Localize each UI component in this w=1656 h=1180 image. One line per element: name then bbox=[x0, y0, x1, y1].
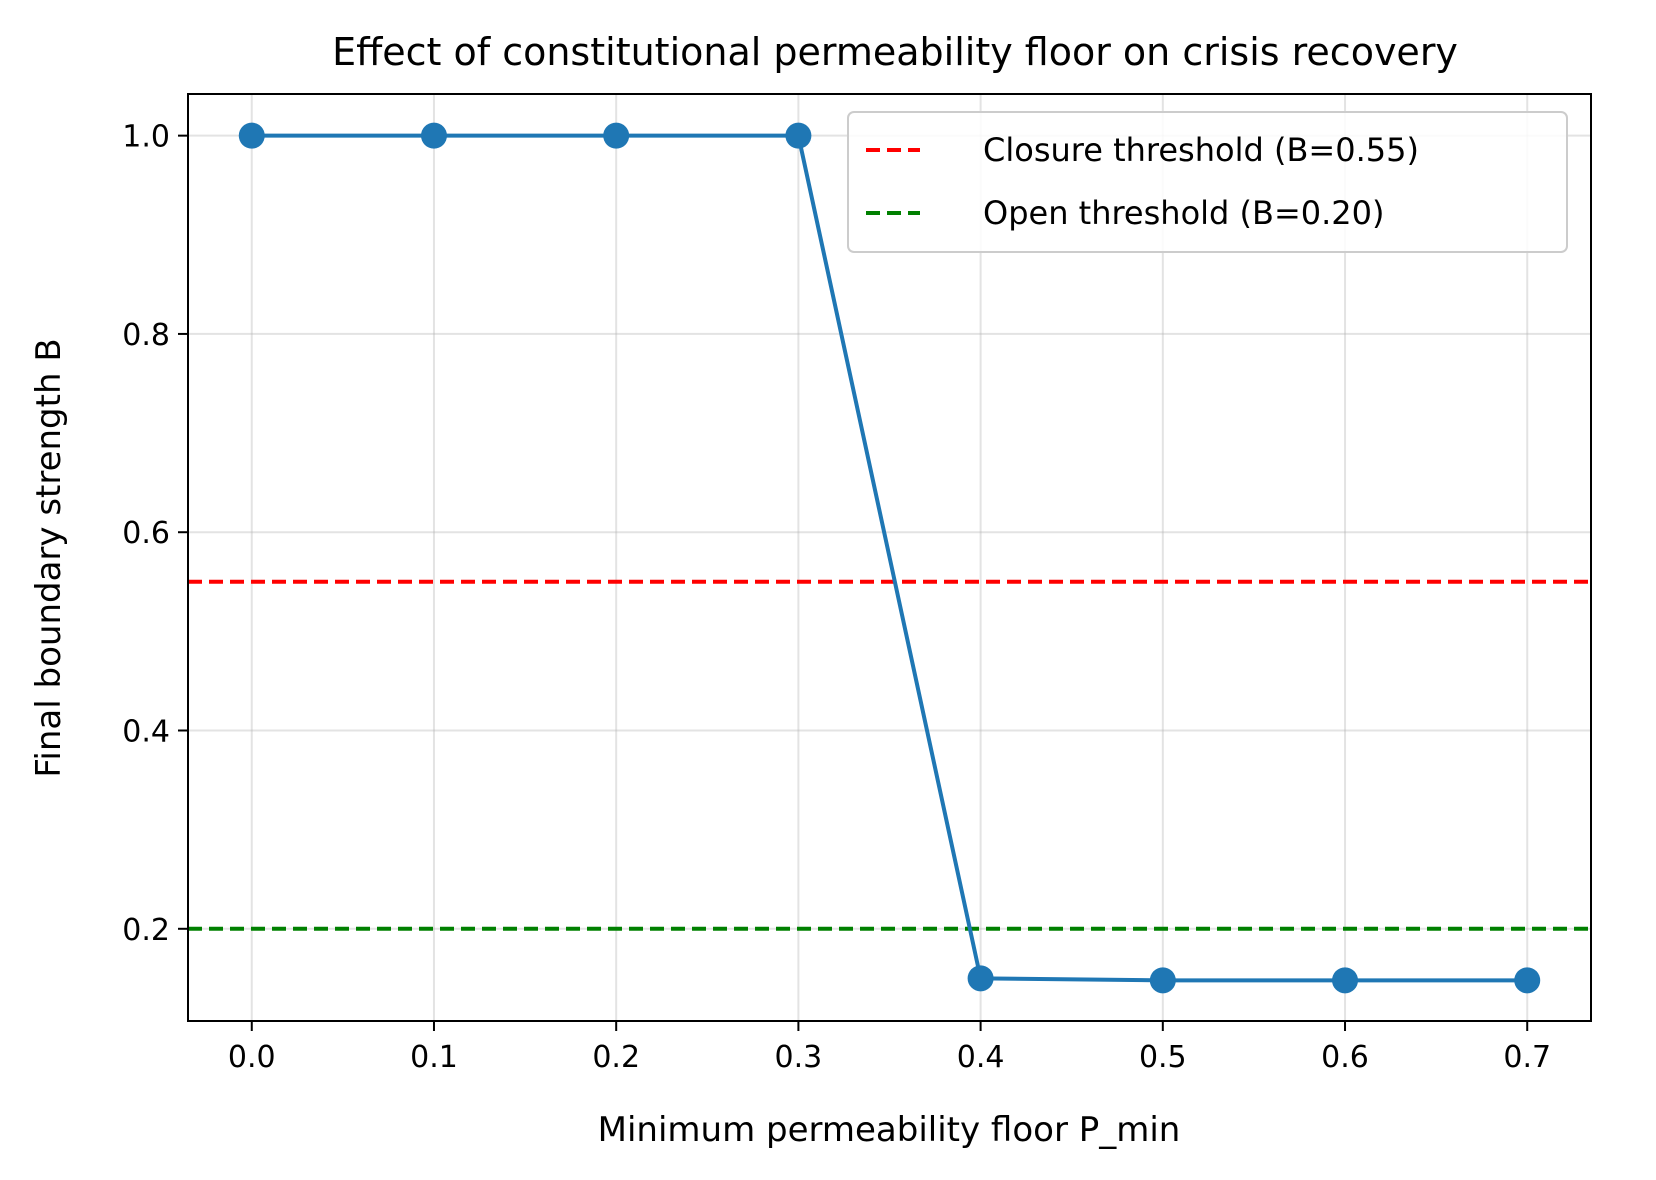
legend-box bbox=[847, 111, 1568, 253]
data-point bbox=[603, 122, 630, 149]
x-tick-label: 0.5 bbox=[1139, 1040, 1187, 1075]
legend: Closure threshold (B=0.55) Open threshol… bbox=[847, 111, 1568, 253]
legend-label-open-threshold: Open threshold (B=0.20) bbox=[983, 194, 1385, 232]
y-tick-label: 0.6 bbox=[122, 516, 170, 551]
x-axis-ticks: 0.0 0.1 0.2 0.3 0.4 0.5 0.6 0.7 bbox=[228, 1021, 1551, 1075]
x-tick-label: 0.2 bbox=[592, 1040, 640, 1075]
y-axis-ticks: 0.2 0.4 0.6 0.8 1.0 bbox=[122, 120, 188, 948]
data-series bbox=[238, 122, 1541, 994]
x-axis-label: Minimum permeability floor P_min bbox=[598, 1110, 1181, 1150]
data-point bbox=[967, 965, 994, 992]
data-point bbox=[785, 122, 812, 149]
x-tick-label: 0.6 bbox=[1321, 1040, 1369, 1075]
data-point bbox=[420, 122, 447, 149]
chart-title: Effect of constitutional permeability fl… bbox=[332, 30, 1458, 74]
y-tick-label: 0.4 bbox=[122, 715, 170, 750]
x-tick-label: 0.3 bbox=[775, 1040, 823, 1075]
x-tick-label: 0.0 bbox=[228, 1040, 276, 1075]
y-tick-label: 0.2 bbox=[122, 913, 170, 948]
x-tick-label: 0.7 bbox=[1503, 1040, 1551, 1075]
legend-label-closure-threshold: Closure threshold (B=0.55) bbox=[983, 131, 1419, 169]
data-point bbox=[1149, 967, 1176, 994]
y-axis-label: Final boundary strength B bbox=[29, 338, 69, 777]
x-tick-label: 0.1 bbox=[410, 1040, 458, 1075]
series-line bbox=[251, 133, 1528, 983]
x-tick-label: 0.4 bbox=[957, 1040, 1005, 1075]
reference-lines bbox=[188, 579, 1591, 931]
data-point bbox=[1332, 967, 1359, 994]
data-point bbox=[238, 122, 265, 149]
plot-frame bbox=[187, 93, 1592, 1022]
y-tick-label: 1.0 bbox=[122, 120, 170, 155]
y-tick-label: 0.8 bbox=[122, 318, 170, 353]
data-point bbox=[1514, 967, 1541, 994]
